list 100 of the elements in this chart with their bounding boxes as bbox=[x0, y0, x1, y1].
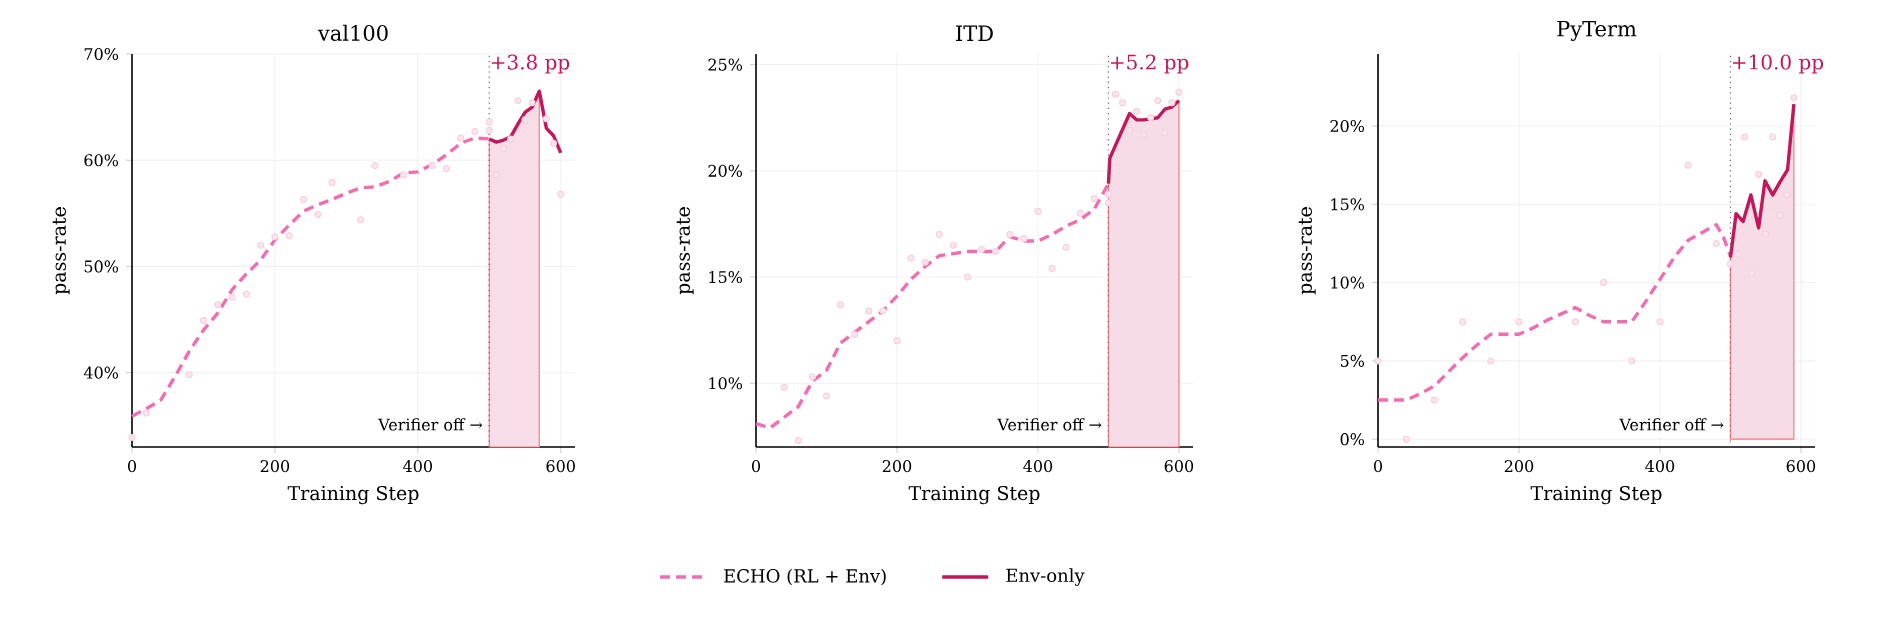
point bbox=[1487, 357, 1495, 365]
x-axis-title: Training Step bbox=[287, 485, 419, 505]
y-tick-label: 50% bbox=[84, 260, 119, 273]
point bbox=[1104, 199, 1112, 207]
point bbox=[500, 145, 508, 153]
point bbox=[128, 433, 136, 441]
point bbox=[1769, 133, 1777, 141]
point bbox=[865, 307, 873, 315]
point bbox=[1741, 133, 1749, 141]
y-axis-title: pass-rate bbox=[52, 207, 70, 295]
point bbox=[1712, 239, 1720, 247]
legend-label: ECHO (RL + Env) bbox=[724, 568, 886, 586]
point bbox=[794, 437, 802, 445]
point bbox=[185, 371, 193, 379]
point bbox=[357, 216, 365, 224]
point bbox=[935, 231, 943, 239]
y-tick-label: 70% bbox=[84, 47, 119, 61]
point bbox=[1374, 357, 1382, 365]
point bbox=[1684, 161, 1692, 169]
point bbox=[257, 241, 265, 249]
point bbox=[1656, 318, 1664, 326]
annotation: +3.8 pp bbox=[491, 54, 570, 74]
point bbox=[1168, 99, 1176, 107]
point bbox=[808, 373, 816, 381]
point bbox=[299, 196, 307, 204]
point bbox=[1430, 396, 1438, 404]
point bbox=[1790, 94, 1798, 102]
y-axis-title: pass-rate bbox=[676, 207, 694, 295]
point bbox=[879, 307, 887, 315]
y-tick-label: 20% bbox=[708, 164, 743, 177]
line-series bbox=[130, 136, 491, 418]
point bbox=[485, 126, 493, 134]
y-tick-label: 25% bbox=[708, 58, 743, 71]
point bbox=[557, 190, 565, 198]
point bbox=[1119, 99, 1127, 107]
x-axis-title: Training Step bbox=[1530, 485, 1662, 505]
point bbox=[371, 162, 379, 170]
point bbox=[214, 301, 222, 309]
y-tick-label: 60% bbox=[84, 154, 119, 167]
point bbox=[1048, 265, 1056, 273]
y-tick-label: 5% bbox=[1340, 354, 1365, 367]
point bbox=[949, 241, 957, 249]
point bbox=[442, 165, 450, 173]
point bbox=[1515, 318, 1523, 326]
y-tick-label: 0% bbox=[1340, 433, 1365, 446]
point bbox=[142, 409, 150, 417]
point bbox=[471, 128, 479, 136]
x-axis-title: Training Step bbox=[908, 485, 1040, 505]
point bbox=[1733, 250, 1741, 258]
point bbox=[822, 392, 830, 400]
point bbox=[893, 337, 901, 345]
point bbox=[1628, 357, 1636, 365]
point bbox=[271, 233, 279, 241]
x-tick-label: 600 bbox=[546, 460, 575, 473]
point bbox=[1090, 194, 1098, 202]
point bbox=[528, 99, 536, 107]
annotation: +5.2 pp bbox=[1110, 54, 1189, 74]
y-tick-label: 40% bbox=[83, 366, 119, 379]
ref-line-label: Verifier off → bbox=[378, 418, 483, 431]
chart-title: val100 bbox=[317, 24, 388, 41]
point bbox=[837, 301, 845, 309]
point bbox=[1126, 126, 1134, 134]
x-tick-label: 200 bbox=[260, 460, 290, 473]
y-tick-label: 10% bbox=[1331, 276, 1365, 289]
point bbox=[328, 179, 336, 187]
point bbox=[1762, 230, 1770, 238]
y-tick-label: 20% bbox=[1330, 119, 1365, 133]
point bbox=[550, 139, 558, 147]
point bbox=[285, 232, 293, 240]
x-tick-label: 0 bbox=[751, 460, 761, 473]
point bbox=[228, 293, 236, 301]
point bbox=[199, 317, 207, 325]
point bbox=[400, 171, 408, 179]
point bbox=[1020, 235, 1028, 243]
point bbox=[780, 384, 788, 392]
point bbox=[514, 97, 522, 105]
point bbox=[907, 254, 915, 262]
point bbox=[1133, 107, 1141, 115]
point bbox=[485, 118, 493, 126]
y-tick-label: 10% bbox=[709, 377, 743, 390]
line-series bbox=[487, 89, 563, 155]
point bbox=[921, 258, 929, 266]
point bbox=[1459, 318, 1467, 326]
x-tick-label: 0 bbox=[127, 460, 137, 473]
point bbox=[978, 245, 986, 253]
point bbox=[1154, 97, 1162, 105]
x-tick-label: 400 bbox=[1645, 460, 1675, 473]
point bbox=[1006, 231, 1014, 239]
x-tick-label: 400 bbox=[403, 460, 433, 473]
point bbox=[1076, 209, 1084, 217]
point bbox=[1755, 171, 1763, 179]
y-axis-title: pass-rate bbox=[1298, 207, 1316, 295]
point bbox=[1104, 190, 1112, 198]
point bbox=[1600, 279, 1608, 287]
point bbox=[1147, 114, 1155, 122]
point bbox=[457, 134, 465, 142]
y-tick-label: 15% bbox=[1331, 198, 1365, 211]
point bbox=[1402, 435, 1410, 443]
chart-title: ITD bbox=[956, 25, 993, 41]
point bbox=[992, 248, 1000, 256]
